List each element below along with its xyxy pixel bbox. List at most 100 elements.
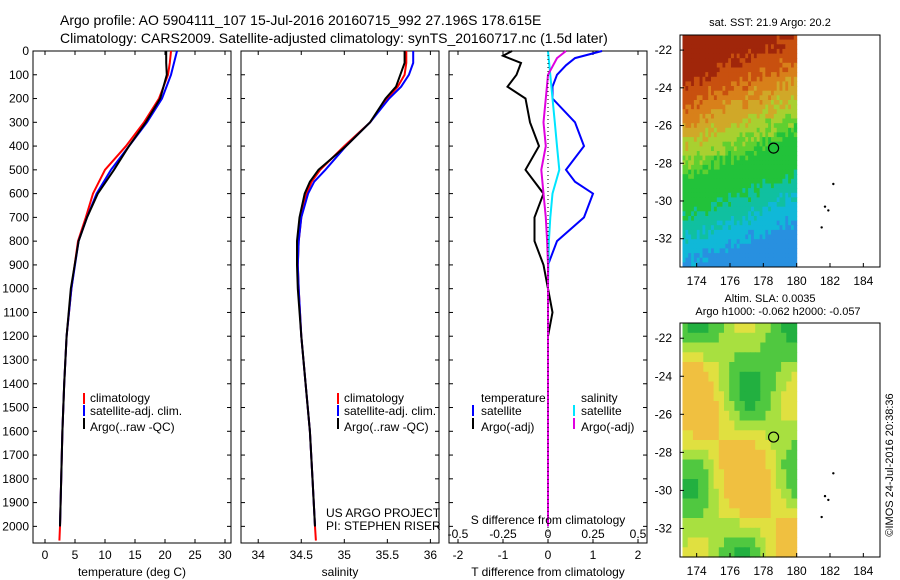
map-cell bbox=[785, 169, 789, 175]
map-cell bbox=[773, 160, 778, 166]
map-cell bbox=[750, 332, 756, 344]
map-cell bbox=[750, 420, 756, 431]
map-cell bbox=[705, 174, 709, 180]
map-cell bbox=[770, 430, 777, 441]
map-cell bbox=[692, 469, 699, 480]
map-cell bbox=[782, 132, 786, 138]
map-cell bbox=[768, 109, 772, 115]
map-cell bbox=[751, 127, 755, 133]
map-cell bbox=[698, 352, 704, 363]
map-cell bbox=[699, 229, 703, 235]
map-cell bbox=[745, 164, 749, 170]
map-cell bbox=[703, 479, 709, 490]
map-cell bbox=[736, 220, 741, 226]
map-cell bbox=[776, 35, 781, 41]
map-cell bbox=[719, 234, 723, 240]
series-line bbox=[59, 50, 178, 527]
map-cell bbox=[682, 174, 686, 180]
map-cell bbox=[687, 342, 694, 353]
map-cell bbox=[744, 459, 751, 470]
map-cell bbox=[722, 67, 726, 73]
map-cell bbox=[773, 44, 778, 50]
map-cell bbox=[693, 137, 698, 143]
map-cell bbox=[729, 401, 735, 412]
map-cell bbox=[711, 151, 715, 157]
map-cell bbox=[785, 35, 789, 41]
map-cell bbox=[736, 86, 741, 92]
map-cell bbox=[696, 220, 701, 226]
map-cell bbox=[744, 527, 751, 539]
map-cell bbox=[687, 440, 694, 451]
map-cell bbox=[713, 401, 720, 412]
map-cell bbox=[791, 479, 798, 490]
map-cell bbox=[793, 155, 798, 161]
map-cell bbox=[776, 44, 781, 50]
map-cell bbox=[736, 95, 741, 101]
map-cell bbox=[775, 537, 782, 548]
map-cell bbox=[705, 206, 709, 212]
map-cell bbox=[779, 169, 783, 175]
map-cell bbox=[791, 323, 798, 334]
map-cell bbox=[779, 183, 783, 189]
map-cell bbox=[691, 35, 695, 41]
map-cell bbox=[756, 39, 761, 45]
map-cell bbox=[759, 35, 763, 41]
map-cell bbox=[759, 113, 763, 119]
map-cell bbox=[693, 44, 698, 50]
map-cell bbox=[699, 48, 703, 54]
map-cell bbox=[688, 104, 692, 110]
map-cell bbox=[791, 67, 795, 73]
map-cell bbox=[791, 81, 795, 87]
map-cell bbox=[739, 39, 743, 45]
map-cell bbox=[733, 67, 738, 73]
map-cell bbox=[725, 90, 729, 96]
map-cell bbox=[731, 58, 735, 64]
map-cell bbox=[725, 109, 729, 115]
map-cell bbox=[776, 174, 781, 180]
map-cell bbox=[716, 137, 721, 143]
map-cell bbox=[705, 90, 709, 96]
map-cell bbox=[753, 188, 758, 194]
map-cell bbox=[791, 257, 795, 263]
x-tick-label: 30 bbox=[218, 548, 232, 562]
map-cell bbox=[688, 90, 692, 96]
map-cell bbox=[736, 234, 741, 240]
map-cell bbox=[771, 220, 775, 226]
map-cell bbox=[696, 206, 701, 212]
map-cell bbox=[759, 81, 763, 87]
map-cell bbox=[785, 146, 789, 152]
map-cell bbox=[770, 420, 777, 431]
map-cell bbox=[698, 410, 704, 422]
map-cell bbox=[728, 248, 732, 254]
map-cell bbox=[698, 449, 704, 461]
map-cell bbox=[775, 381, 782, 392]
map-cell bbox=[724, 547, 730, 558]
map-cell bbox=[699, 90, 703, 96]
map-lat-label: -28 bbox=[655, 156, 673, 170]
map-cell bbox=[682, 146, 686, 152]
map-cell bbox=[776, 137, 781, 143]
map-cell bbox=[708, 169, 712, 175]
map-cell bbox=[693, 127, 698, 133]
map-cell bbox=[693, 62, 698, 68]
map-cell bbox=[771, 169, 775, 175]
map-cell bbox=[711, 257, 715, 263]
map-cell bbox=[755, 342, 761, 353]
map-cell bbox=[791, 160, 795, 166]
map-cell bbox=[682, 262, 686, 268]
x-tick-label: 36 bbox=[424, 548, 438, 562]
map-cell bbox=[703, 352, 709, 363]
map-cell bbox=[736, 155, 741, 161]
map-cell bbox=[744, 449, 751, 461]
map-cell bbox=[793, 100, 798, 106]
map-cell bbox=[759, 86, 763, 92]
map-cell bbox=[785, 216, 789, 222]
map-cell bbox=[770, 362, 777, 373]
map-cell bbox=[736, 188, 741, 194]
map-cell bbox=[698, 440, 704, 451]
map-cell bbox=[719, 253, 723, 259]
map-cell bbox=[770, 469, 777, 480]
sla-map-title1: Altim. SLA: 0.0035 bbox=[724, 293, 815, 305]
map-cell bbox=[759, 48, 763, 54]
map-cell bbox=[734, 420, 741, 431]
